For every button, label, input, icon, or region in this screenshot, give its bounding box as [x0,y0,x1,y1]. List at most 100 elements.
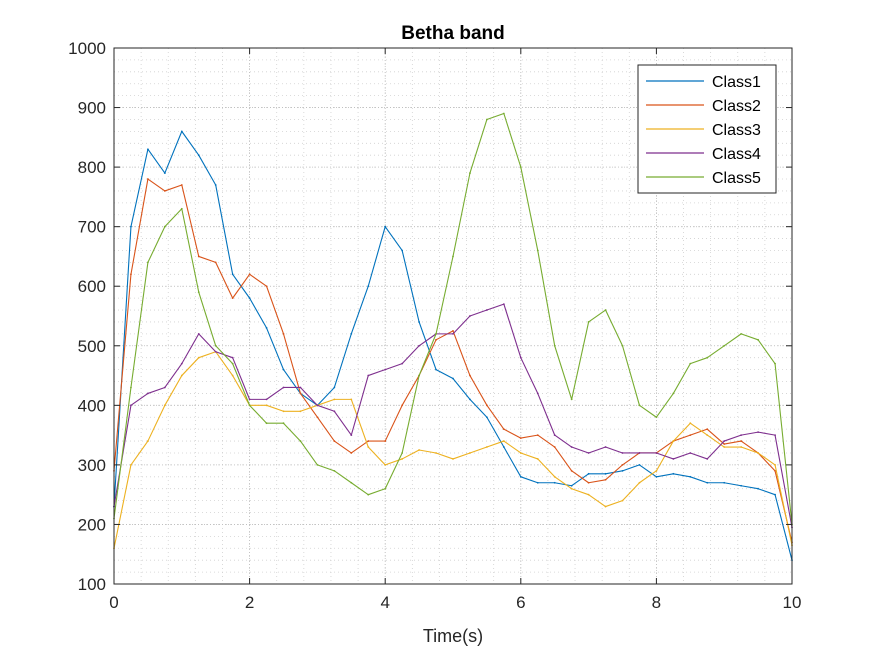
data-point-class2 [502,428,505,431]
data-point-class2 [452,329,454,332]
data-point-class5 [147,261,149,264]
data-point-class4 [214,350,217,353]
data-point-class5 [231,362,234,365]
data-point-class1 [265,327,268,329]
data-point-class3 [740,446,743,448]
data-point-class4 [282,386,285,389]
data-point-class5 [502,112,505,115]
data-point-class5 [536,249,539,252]
data-point-class1 [723,481,726,484]
data-point-class4 [655,452,658,454]
data-point-class4 [587,452,590,454]
data-point-class1 [655,475,658,478]
data-point-class1 [553,481,556,484]
legend-label-class3: Class3 [712,122,761,139]
data-point-class3 [706,434,709,437]
data-point-class4 [316,404,319,407]
data-point-class2 [350,452,353,454]
data-point-class5 [180,207,183,210]
data-point-class2 [774,469,776,472]
data-point-class4 [265,398,268,401]
y-tick-label: 800 [78,158,106,177]
data-point-class5 [401,452,404,454]
data-point-class1 [384,225,387,228]
data-point-class4 [367,374,370,377]
data-point-class3 [147,440,149,442]
data-point-class5 [723,344,726,347]
series-layer [113,112,793,562]
data-point-class1 [486,416,488,419]
data-point-class4 [231,356,234,359]
data-point-class5 [638,404,641,407]
data-point-class3 [672,440,675,442]
data-point-class3 [163,404,166,407]
data-point-class1 [163,172,166,174]
data-point-class1 [502,446,505,448]
y-tick-label: 1000 [68,39,106,58]
data-point-class1 [519,475,522,478]
data-point-class5 [130,386,132,389]
series-class4 [113,303,793,529]
data-point-class2 [367,440,370,442]
data-point-class2 [740,440,743,442]
data-point-class5 [757,338,759,341]
data-point-class4 [197,332,200,335]
data-point-class2 [570,469,573,472]
data-point-class2 [197,255,200,258]
data-point-class4 [180,362,183,365]
data-point-class4 [536,392,539,395]
data-point-class5 [621,344,624,347]
data-point-class1 [418,321,420,323]
data-point-class3 [452,458,454,460]
data-point-class3 [367,446,370,448]
data-point-class3 [570,487,573,490]
data-point-class4 [689,452,692,454]
data-point-class2 [299,392,302,395]
data-point-class4 [621,452,624,454]
data-point-class1 [401,249,404,252]
data-point-class4 [401,362,404,365]
data-point-class2 [333,440,336,442]
data-point-class1 [231,273,234,276]
data-point-class4 [570,446,573,448]
legend-label-class5: Class5 [712,170,761,187]
data-point-class5 [214,344,217,347]
data-point-class4 [740,434,743,437]
data-point-class4 [672,458,675,460]
data-point-class1 [536,481,539,484]
data-point-class5 [570,398,573,401]
data-point-class3 [418,449,420,451]
data-point-class5 [469,172,471,174]
data-point-class5 [333,469,336,472]
data-point-class5 [604,309,607,311]
data-point-class1 [147,148,149,151]
series-class3 [113,350,793,550]
data-point-class2 [265,285,268,288]
data-point-class5 [316,463,319,466]
data-point-class2 [587,481,590,484]
series-class5 [113,112,793,526]
data-point-class4 [604,446,607,448]
y-tick-label: 100 [78,575,106,594]
data-point-class3 [519,452,522,454]
data-point-class3 [435,452,437,454]
data-point-class5 [384,487,387,490]
data-point-class1 [469,398,471,401]
data-point-class4 [706,458,709,460]
data-point-class5 [282,422,285,425]
data-point-class3 [401,458,404,460]
data-point-class3 [621,499,624,502]
data-point-class5 [248,404,251,407]
data-point-class2 [282,332,285,335]
data-point-class4 [519,356,522,359]
data-point-class3 [265,404,268,407]
chart-title: Betha band [401,23,504,44]
x-tick-label: 0 [109,593,118,612]
data-point-class2 [214,261,217,264]
data-point-class4 [502,303,505,305]
data-point-class5 [655,416,658,419]
data-point-class1 [333,386,336,389]
data-point-class4 [452,332,454,335]
data-point-class5 [486,118,488,121]
data-point-class5 [553,344,556,347]
